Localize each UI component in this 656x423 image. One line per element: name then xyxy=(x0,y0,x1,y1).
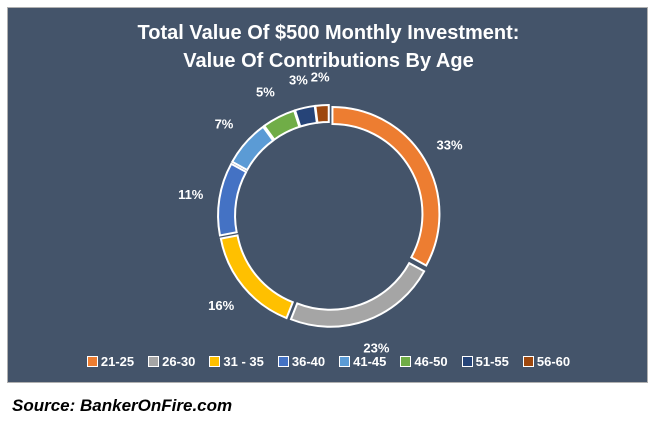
slice-56-60 xyxy=(314,104,330,124)
legend-swatch xyxy=(339,356,351,367)
slice-31-35 xyxy=(219,234,295,320)
slice-51-55 xyxy=(293,104,318,128)
source-note: Source: BankerOnFire.com xyxy=(12,396,233,415)
slice-41-45 xyxy=(230,125,275,172)
chart-area: Total Value Of $500 Monthly Investment: … xyxy=(7,7,648,383)
data-label: 2% xyxy=(311,69,330,84)
legend-swatch xyxy=(400,356,412,367)
legend-item: 31 - 35 xyxy=(209,354,264,369)
legend-label: 51-55 xyxy=(475,354,509,369)
data-label: 5% xyxy=(256,84,275,99)
legend-swatch xyxy=(522,356,534,367)
legend-swatch xyxy=(277,356,289,367)
chart-subtitle: Value Of Contributions By Age xyxy=(183,50,474,72)
legend-item: 41-45 xyxy=(339,354,386,369)
legend-label: 26-30 xyxy=(162,354,196,369)
legend-label: 36-40 xyxy=(291,354,326,369)
legend-item: 21-25 xyxy=(86,354,135,369)
legend-item: 56-60 xyxy=(522,354,571,369)
legend-label: 41-45 xyxy=(353,354,387,369)
data-label: 11% xyxy=(178,187,204,202)
slice-46-50 xyxy=(262,109,301,142)
legend-label: 56-60 xyxy=(536,354,571,369)
legend-item: 36-40 xyxy=(277,354,326,369)
legend-item: 46-50 xyxy=(400,354,448,369)
data-label: 16% xyxy=(208,298,234,313)
slice-36-40 xyxy=(217,162,248,237)
data-label: 7% xyxy=(215,116,234,131)
legend-label: 31 - 35 xyxy=(223,354,264,369)
slice-26-30 xyxy=(289,261,426,328)
legend-swatch xyxy=(86,356,98,367)
legend-label: 46-50 xyxy=(414,354,448,369)
legend-label: 21-25 xyxy=(100,354,135,369)
data-label: 23% xyxy=(363,341,389,356)
legend-item: 26-30 xyxy=(148,354,195,369)
legend-swatch xyxy=(209,356,221,367)
legend: 21-25 26-30 31 - 35 36-40 41-45 46-50 51-55 56-… xyxy=(8,354,649,369)
data-label: 3% xyxy=(289,72,308,87)
legend-swatch xyxy=(461,356,473,367)
chart-title: Total Value Of $500 Monthly Investment: xyxy=(137,22,520,44)
donut-chart: 33% 23% 16% 11% 7% 5% 3% 2% xyxy=(178,69,463,356)
legend-item: 51-55 xyxy=(461,354,509,369)
legend-swatch xyxy=(148,356,160,367)
slice-21-25 xyxy=(331,105,441,267)
data-label: 33% xyxy=(436,138,462,153)
